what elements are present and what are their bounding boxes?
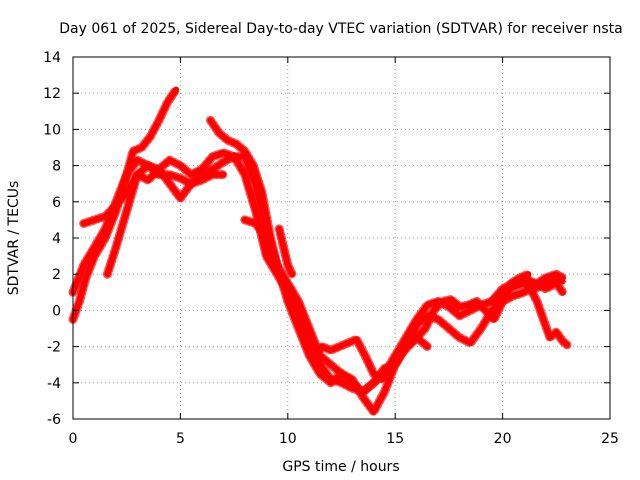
y-tick-label: 6 — [52, 195, 61, 211]
y-tick-label: -4 — [47, 376, 61, 392]
x-tick-label: 10 — [279, 431, 297, 447]
x-tick-label: 15 — [386, 431, 404, 447]
series-track-4-markers — [102, 161, 228, 279]
y-tick-label: 12 — [43, 86, 61, 102]
x-axis-label: GPS time / hours — [282, 459, 399, 475]
chart-title: Day 061 of 2025, Sidereal Day-to-day VTE… — [59, 21, 622, 37]
y-tick-label: 14 — [43, 50, 61, 66]
y-tick-label: 4 — [52, 231, 61, 247]
y-axis-label: SDTVAR / TECUs — [6, 181, 22, 296]
x-tick-label: 5 — [176, 431, 185, 447]
series-track-5-markers — [206, 115, 533, 384]
series-track-3-markers — [79, 152, 568, 417]
y-tick-label: -2 — [47, 340, 61, 356]
y-tick-label: 2 — [52, 267, 61, 283]
series-track-5 — [207, 117, 532, 383]
x-tick-label: 25 — [601, 431, 619, 447]
axis-ticks: 0 5 10 15 20 25 -6 -4 -2 0 2 4 6 8 10 12 14 — [43, 50, 619, 447]
series-track-7-markers — [274, 224, 297, 279]
series-track-6-markers — [240, 215, 432, 397]
series-layer — [68, 85, 572, 417]
y-tick-label: -6 — [47, 412, 61, 428]
x-tick-label: 0 — [69, 431, 78, 447]
x-tick-label: 20 — [494, 431, 512, 447]
grid-lines — [73, 57, 610, 419]
y-tick-label: 0 — [52, 303, 61, 319]
series-track-9-markers — [487, 273, 568, 306]
y-tick-label: 10 — [43, 122, 61, 138]
series-track-8-markers — [519, 273, 572, 350]
y-tick-label: 8 — [52, 159, 61, 175]
